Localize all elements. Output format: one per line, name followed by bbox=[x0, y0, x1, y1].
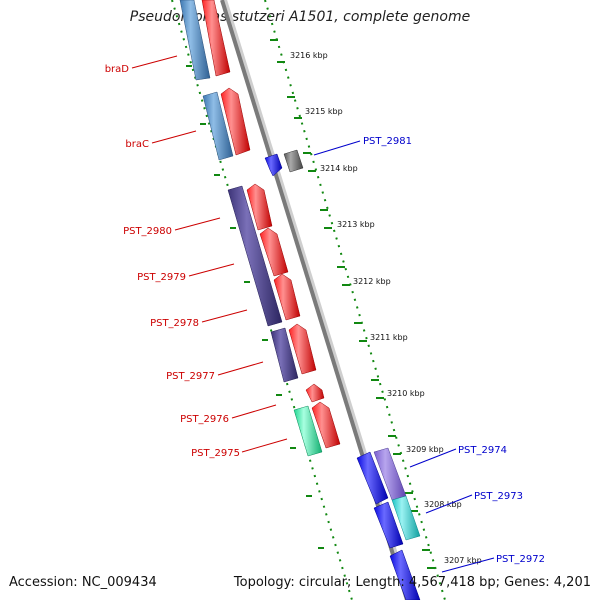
gene-label-brac: braC bbox=[125, 139, 149, 150]
scale-label-3208: 3208 kbp bbox=[424, 500, 462, 509]
scale-label-3211: 3211 kbp bbox=[370, 333, 408, 342]
scale-ticks bbox=[270, 39, 435, 569]
feature-pst-2977[interactable] bbox=[270, 327, 299, 383]
scale-label-3215: 3215 kbp bbox=[305, 107, 343, 116]
feature-red-2975[interactable] bbox=[311, 401, 341, 449]
feature-red-2980[interactable] bbox=[246, 183, 273, 231]
gene-label-pst-2973: PST_2973 bbox=[474, 491, 523, 502]
scale-label-3207: 3207 kbp bbox=[444, 556, 482, 565]
gene-label-pst-2979: PST_2979 bbox=[137, 272, 186, 283]
gene-label-pst-2978: PST_2978 bbox=[150, 318, 199, 329]
gene-label-brad: braD bbox=[105, 64, 130, 75]
guide-line-right bbox=[264, 0, 446, 600]
feature-pst-2976[interactable] bbox=[305, 383, 325, 403]
gene-label-pst-2977: PST_2977 bbox=[166, 371, 215, 382]
scale-labels: 3216 kbp 3215 kbp 3214 kbp 3213 kbp 3212… bbox=[290, 51, 482, 565]
feature-red-brac[interactable] bbox=[220, 87, 251, 156]
right-leaders bbox=[313, 140, 495, 573]
scale-label-3210: 3210 kbp bbox=[387, 389, 425, 398]
feature-red-2978[interactable] bbox=[273, 273, 301, 321]
feature-gray-2981[interactable] bbox=[283, 149, 304, 173]
gene-label-pst-2972: PST_2972 bbox=[496, 554, 545, 565]
left-leaders bbox=[131, 55, 288, 453]
feature-pst-2981[interactable] bbox=[264, 153, 283, 177]
feature-pst-2973-blue[interactable] bbox=[373, 501, 404, 549]
topology-text: Topology: circular; Length: 4,567,418 bp… bbox=[233, 575, 591, 590]
feature-red-brad[interactable] bbox=[201, 0, 231, 77]
scale-label-3212: 3212 kbp bbox=[353, 277, 391, 286]
feature-pst-2973-cyan[interactable] bbox=[391, 495, 421, 541]
right-gene-labels: PST_2981 PST_2974 PST_2973 PST_2972 bbox=[363, 136, 545, 565]
feature-brad[interactable] bbox=[179, 0, 211, 81]
inner-ticks bbox=[186, 65, 324, 549]
gene-label-pst-2981: PST_2981 bbox=[363, 136, 412, 147]
feature-pst-2975[interactable] bbox=[293, 405, 323, 457]
scale-label-3213: 3213 kbp bbox=[337, 220, 375, 229]
feature-pst-2974-blue[interactable] bbox=[356, 451, 389, 505]
scale-label-3209: 3209 kbp bbox=[406, 445, 444, 454]
feature-red-2977[interactable] bbox=[288, 323, 317, 375]
gene-label-pst-2980: PST_2980 bbox=[123, 226, 172, 237]
gene-label-pst-2975: PST_2975 bbox=[191, 448, 240, 459]
accession-text: Accession: NC_009434 bbox=[9, 575, 157, 590]
feature-red-2979[interactable] bbox=[259, 227, 289, 277]
gene-label-pst-2974: PST_2974 bbox=[458, 445, 507, 456]
gene-label-pst-2976: PST_2976 bbox=[180, 414, 229, 425]
scale-label-3216: 3216 kbp bbox=[290, 51, 328, 60]
feature-pst-2980[interactable] bbox=[227, 185, 283, 327]
feature-brac[interactable] bbox=[202, 91, 234, 161]
feature-pst-2972[interactable] bbox=[389, 549, 421, 600]
left-gene-labels: braD braC PST_2980 PST_2979 PST_2978 PST… bbox=[105, 64, 240, 459]
scale-label-3214: 3214 kbp bbox=[320, 164, 358, 173]
